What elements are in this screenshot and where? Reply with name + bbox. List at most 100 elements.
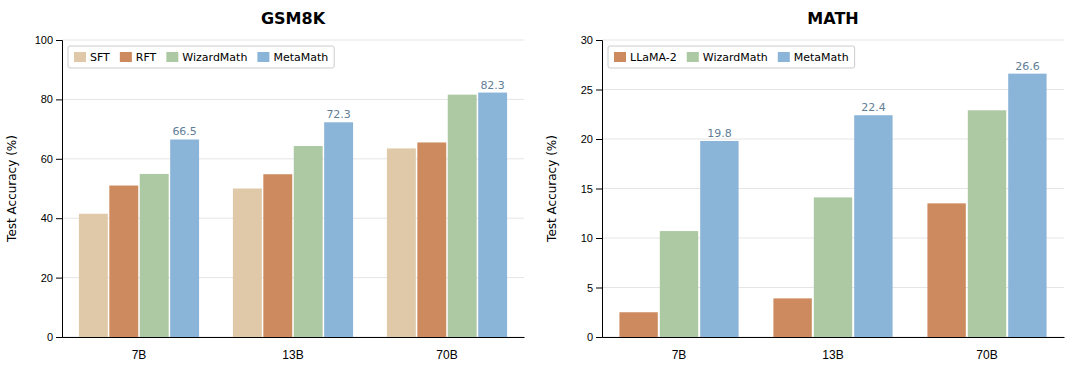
bars bbox=[619, 74, 1046, 337]
legend-swatch bbox=[74, 52, 86, 62]
axis-line bbox=[56, 41, 63, 338]
y-axis: 0 5 10 15 20 25 30 bbox=[581, 34, 603, 343]
data-label: 72.3 bbox=[326, 108, 351, 121]
legend: LLaMA-2WizardMathMetaMath bbox=[608, 46, 855, 68]
data-label: 19.8 bbox=[707, 127, 732, 140]
bar bbox=[660, 231, 698, 337]
legend-label: WizardMath bbox=[703, 51, 768, 64]
data-labels: 66.572.382.3 bbox=[172, 79, 505, 139]
y-tick: 10 bbox=[581, 232, 602, 244]
legend-item: MetaMath bbox=[257, 51, 328, 64]
y-axis-title: Test Accuracy (%) bbox=[545, 135, 559, 243]
bar-series bbox=[79, 148, 416, 337]
axis-line bbox=[596, 41, 603, 338]
x-axis: 7B 13B 70B bbox=[63, 338, 525, 363]
y-tick-label: 80 bbox=[41, 93, 53, 105]
panel: 7B13B70B05101520253019.822.426.6MATHTest… bbox=[545, 9, 1065, 362]
bar bbox=[700, 141, 738, 337]
y-tick: 40 bbox=[41, 212, 62, 224]
legend-label: WizardMath bbox=[182, 51, 247, 64]
bar bbox=[478, 93, 507, 337]
bar bbox=[927, 203, 965, 337]
y-tick-label: 10 bbox=[581, 232, 593, 244]
legend-item: SFT bbox=[74, 51, 110, 64]
legend-label: SFT bbox=[90, 51, 110, 64]
y-tick: 100 bbox=[35, 34, 62, 46]
x-tick: 70B bbox=[436, 348, 457, 362]
y-tick-label: 20 bbox=[581, 133, 593, 145]
x-tick-label: 13B bbox=[822, 348, 843, 362]
bar bbox=[968, 110, 1006, 337]
x-tick: 13B bbox=[822, 348, 843, 362]
legend-swatch bbox=[687, 52, 699, 62]
bar-series bbox=[109, 142, 446, 337]
chart-title: GSM8K bbox=[261, 9, 326, 28]
bar bbox=[417, 142, 446, 337]
y-tick: 0 bbox=[47, 331, 62, 343]
legend-label: RFT bbox=[136, 51, 157, 64]
legend-box bbox=[608, 46, 855, 68]
bar bbox=[263, 174, 292, 337]
legend-item: LLaMA-2 bbox=[614, 51, 677, 64]
y-tick-mark bbox=[56, 218, 62, 219]
y-tick-label: 30 bbox=[581, 34, 593, 46]
bar-series bbox=[170, 93, 507, 337]
y-tick-label: 40 bbox=[41, 212, 53, 224]
legend-label: LLaMA-2 bbox=[630, 51, 677, 64]
y-tick-mark bbox=[56, 40, 62, 41]
data-label: 26.6 bbox=[1015, 60, 1040, 73]
chart-root: 7B13B70B02040608010066.572.382.3GSM8KTes… bbox=[0, 0, 1080, 371]
y-axis-title: Test Accuracy (%) bbox=[5, 135, 19, 243]
legend-swatch bbox=[257, 52, 269, 62]
legend-box bbox=[68, 46, 334, 68]
y-tick: 80 bbox=[41, 93, 62, 105]
bar-series bbox=[700, 74, 1046, 337]
bar bbox=[294, 146, 323, 337]
grid bbox=[602, 40, 1064, 337]
bar bbox=[814, 197, 852, 337]
x-tick: 7B bbox=[132, 348, 147, 362]
y-tick: 60 bbox=[41, 153, 62, 165]
bar bbox=[773, 298, 811, 337]
y-tick-label: 15 bbox=[581, 183, 593, 195]
y-tick-mark bbox=[56, 337, 62, 338]
y-tick-mark bbox=[596, 288, 602, 289]
bar bbox=[854, 115, 892, 337]
y-tick-label: 0 bbox=[587, 331, 593, 343]
legend-swatch bbox=[166, 52, 178, 62]
legend-swatch bbox=[778, 52, 790, 62]
legend-item: RFT bbox=[120, 51, 157, 64]
x-tick: 13B bbox=[282, 348, 303, 362]
legend-swatch bbox=[120, 52, 132, 62]
y-tick-mark bbox=[56, 278, 62, 279]
y-tick-label: 0 bbox=[47, 331, 53, 343]
x-tick-label: 13B bbox=[282, 348, 303, 362]
x-tick-label: 7B bbox=[672, 348, 687, 362]
x-tick-label: 70B bbox=[436, 348, 457, 362]
y-tick-mark bbox=[56, 99, 62, 100]
y-tick: 5 bbox=[587, 282, 602, 294]
data-label: 22.4 bbox=[861, 101, 886, 114]
y-tick-mark bbox=[596, 238, 602, 239]
y-tick-mark bbox=[596, 337, 602, 338]
data-labels: 19.8 22.4 26.6 bbox=[707, 60, 1040, 140]
bar bbox=[233, 189, 262, 338]
axis-line bbox=[603, 337, 1065, 338]
bar-series bbox=[619, 203, 965, 337]
legend-item: WizardMath bbox=[687, 51, 768, 64]
bar bbox=[448, 95, 477, 337]
legend-swatch bbox=[614, 52, 626, 62]
bar bbox=[79, 214, 108, 337]
legend: SFT RFT WizardMath MetaMath bbox=[68, 46, 334, 68]
y-tick-label: 100 bbox=[35, 34, 53, 46]
y-tick: 25 bbox=[581, 84, 602, 96]
bar bbox=[109, 186, 138, 337]
y-tick: 15 bbox=[581, 183, 602, 195]
bar-series bbox=[140, 95, 477, 337]
y-tick-label: 5 bbox=[587, 282, 593, 294]
y-tick-mark bbox=[596, 189, 602, 190]
grid-line bbox=[602, 89, 1064, 90]
legend-label: MetaMath bbox=[273, 51, 328, 64]
grid bbox=[62, 40, 524, 337]
y-tick-mark bbox=[596, 40, 602, 41]
